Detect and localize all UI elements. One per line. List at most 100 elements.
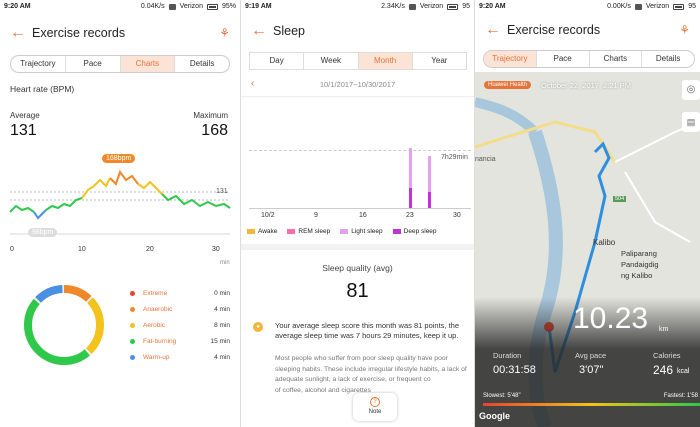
hr-line-anaerobic [109,169,139,186]
zone-row-aerobic: Aerobic 8 min [130,322,230,329]
legend-deep: Deep sleep [392,228,437,235]
map-label: Kalibo [593,238,616,247]
x-tick-0: 0 [10,246,14,253]
sleep-legend: Awake REM sleep Light sleep Deep sleep [247,228,437,235]
pace-gradient-bar [483,403,700,406]
tab-pace[interactable]: Pace [537,51,590,67]
sleep-bar-24-light [428,156,431,192]
status-time: 9:20 AM [4,3,31,10]
tab-trajectory[interactable]: Trajectory [11,56,66,72]
donut-segment-aerobic [24,285,104,365]
distance-value: 10.23 [573,302,649,335]
tab-details[interactable]: Details [655,54,681,63]
zone-dot [130,323,135,328]
section-gap [241,244,474,250]
duration-label: Duration [493,351,522,360]
sleep-summary: Your average sleep score this month was … [275,321,459,340]
status-time: 9:20 AM [479,3,506,10]
lightbulb-icon: ● [253,322,263,332]
location-icon[interactable]: ◎ [682,80,700,100]
donut-segment-anaerobic [24,285,104,365]
x-tick-10: 10 [78,246,86,253]
wifi-icon [634,4,642,10]
battery-level: 95 [688,3,696,10]
app-header: ← Sleep [241,18,474,44]
hr-line-warm [9,204,35,213]
note-button[interactable]: ? Note [353,393,397,421]
zone-name: Warm-up [143,354,170,361]
tab-charts[interactable]: Charts [590,51,643,67]
zone-row-warm-up: Warm-up 4 min [130,354,230,361]
river-branch [475,97,539,136]
x-unit: min [220,260,230,266]
average-value: 131 [10,122,37,139]
page-title: Exercise records [32,26,126,40]
carrier-name: Verizon [179,3,203,10]
x-tick: 9 [314,212,318,219]
carrier-name: Verizon [419,3,444,10]
zone-dot [130,355,135,360]
zone-name: Aerobic [143,322,166,329]
x-axis [249,208,471,209]
zone-value: 15 min [210,338,230,345]
tab-week[interactable]: Week [304,53,359,69]
distance-unit: km [659,326,669,333]
maximum-value: 168 [201,122,228,139]
date-range: 10/1/2017~10/30/2017 [319,80,396,89]
hr-line-fat-2 [161,193,231,209]
zone-donut [24,285,104,365]
tab-day[interactable]: Day [250,53,305,69]
hr-line-aerobic-2 [137,180,163,195]
wifi-icon [168,4,176,10]
tab-charts[interactable]: Charts [120,56,176,72]
battery-level: 95 [462,3,470,10]
panel-divider [240,0,241,427]
zone-row-fat-burning: Fat-burning 15 min [130,338,230,345]
zone-row-extreme: Extreme 0 min [130,290,230,297]
sleep-bar-23-light [409,148,412,188]
note-label: Note [368,409,382,415]
page-title: Exercise records [507,23,601,37]
back-arrow-icon[interactable]: ← [251,22,267,39]
share-icon[interactable]: ⚘ [679,23,690,37]
sleep-quality-label: Sleep quality (avg) [322,263,393,273]
sleep-quality-value: 81 [346,280,369,302]
activity-datetime: October 22, 2017, 2:21 PM [541,81,632,90]
prev-period-icon[interactable]: ‹ [251,78,255,89]
share-icon[interactable]: ⚘ [219,26,230,40]
hr-line-blue [33,209,47,220]
battery-icon [673,4,685,10]
sleep-guide-line [249,150,471,151]
map-layers-icon[interactable]: ▤ [682,112,700,132]
back-arrow-icon[interactable]: ← [10,24,26,41]
zone-name: Fat-burning [143,338,177,345]
sleep-screen: 9:19 AM 2.34K/s Verizon 95 ← Sleep Day W… [241,0,474,427]
zone-dot [130,307,135,312]
hr-line-fat [45,197,83,211]
record-tabs: Trajectory Pace Charts Details [483,50,695,68]
route-map[interactable]: Huawei Health October 22, 2017, 2:21 PM … [475,72,700,427]
tab-details[interactable]: Details [189,59,215,68]
back-arrow-icon[interactable]: ← [485,21,501,38]
calories-label: Calories [653,351,681,360]
legend-awake: Awake [247,228,277,235]
pace-label: Avg pace [575,351,607,360]
network-speed: 0.04K/s [140,3,165,10]
battery-icon [447,4,459,10]
sleep-tip: Most people who suffer from poor sleep q… [275,355,467,394]
zone-value: 0 min [214,290,230,297]
zone-value: 4 min [214,354,230,361]
tab-month[interactable]: Month [358,53,413,69]
tab-year[interactable]: Year [431,56,448,65]
legend-rem: REM sleep [287,228,330,235]
x-tick: 10/2 [261,212,275,219]
tab-pace[interactable]: Pace [66,56,121,72]
record-tabs: Trajectory Pace Charts Details [10,55,230,73]
battery-level: 95% [221,3,236,10]
heart-rate-screen: 9:20 AM 0.04K/s Verizon 95% ← Exercise r… [0,0,240,427]
tab-trajectory[interactable]: Trajectory [484,51,537,67]
max-bpm-chip: 168bpm [102,154,136,163]
zone-row-anaerobic: Anaerobic 4 min [130,306,230,313]
zone-dot [130,339,135,344]
